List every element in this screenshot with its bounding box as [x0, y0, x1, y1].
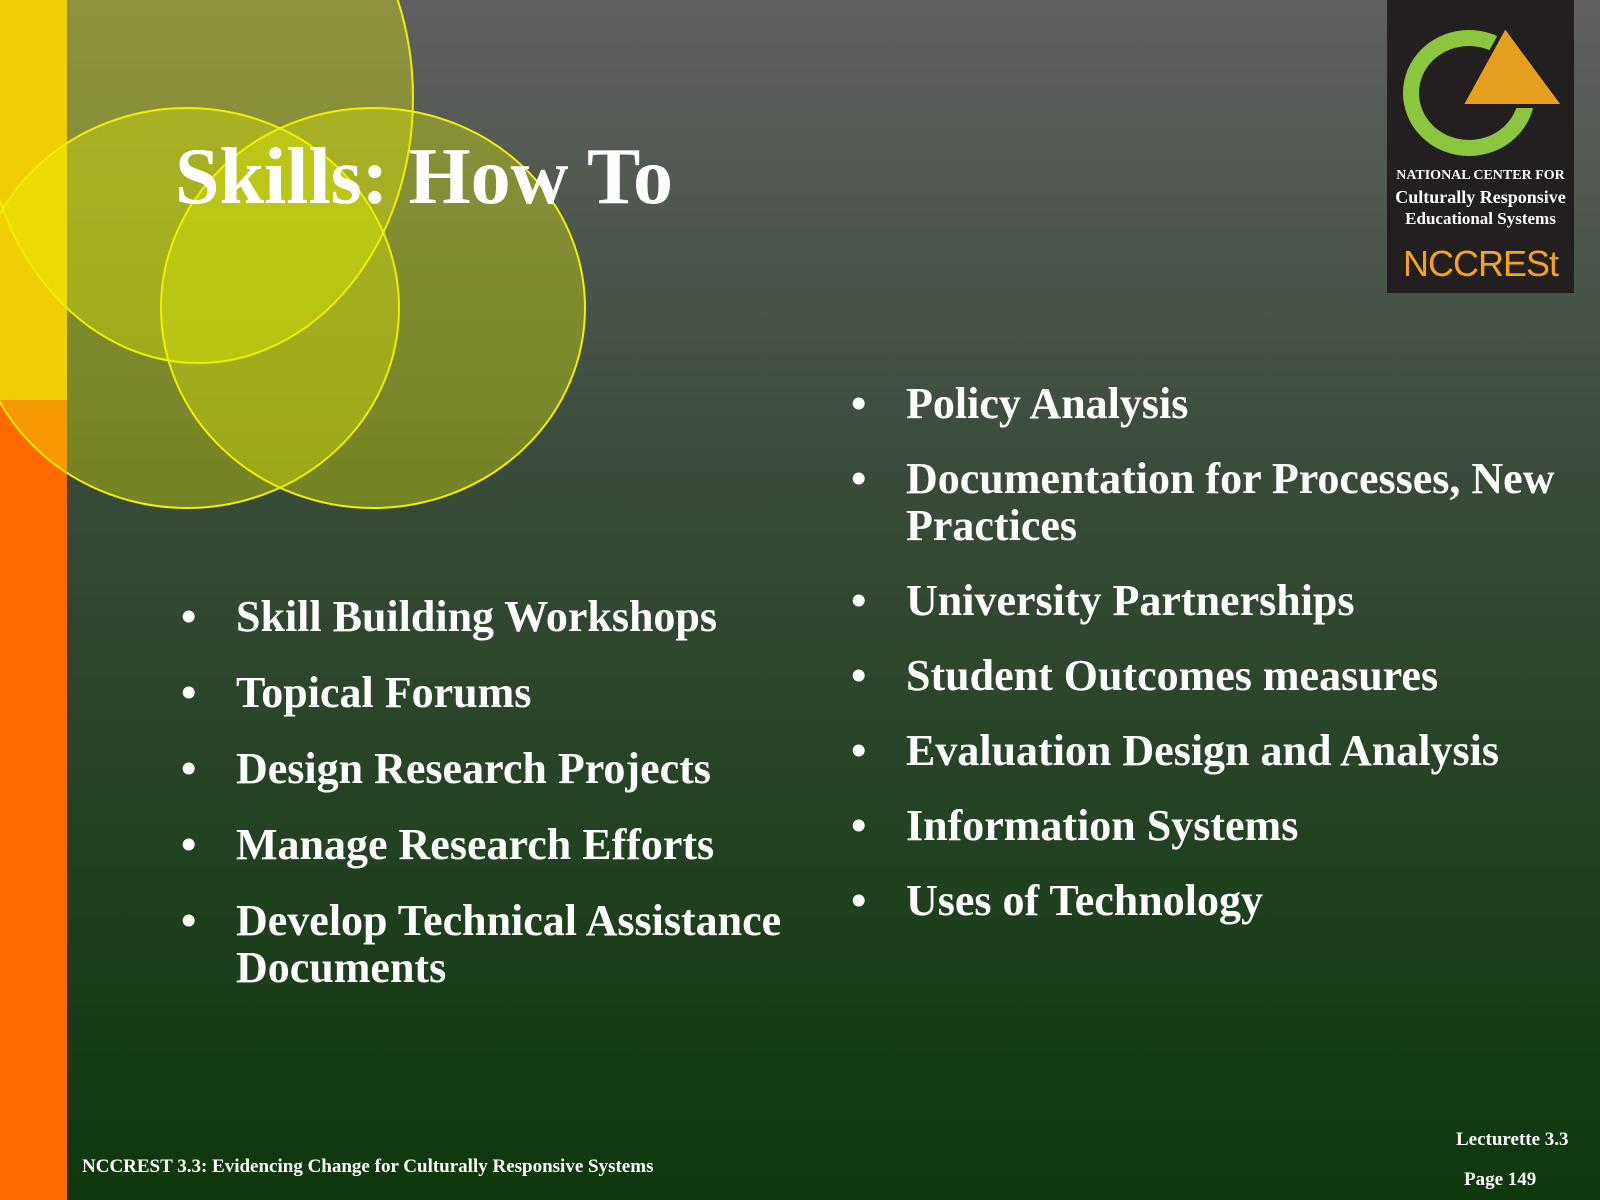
bullet-icon: • — [851, 726, 867, 775]
list-item-text: Uses of Technology — [906, 876, 1263, 925]
list-item: • Topical Forums — [181, 669, 801, 716]
list-item-text: Skill Building Workshops — [236, 592, 718, 641]
right-bullet-list: • Policy Analysis • Documentation for Proc… — [851, 380, 1571, 952]
bullet-icon: • — [851, 801, 867, 850]
logo-text-line1: NATIONAL CENTER FOR — [1396, 168, 1565, 183]
bullet-icon: • — [851, 876, 867, 925]
bullet-icon: • — [851, 454, 867, 503]
venn-circle-left — [0, 107, 400, 509]
slide-title: Skills: How To — [175, 133, 674, 221]
left-bullet-list: • Skill Building Workshops • Topical Forum… — [181, 593, 801, 1020]
logo-text-line3: Educational Systems — [1405, 209, 1556, 228]
list-item: • Student Outcomes measures — [851, 652, 1571, 699]
list-item-text: Manage Research Efforts — [236, 820, 715, 869]
list-item-text: Policy Analysis — [906, 379, 1189, 428]
bullet-icon: • — [181, 668, 197, 717]
list-item: • Manage Research Efforts — [181, 821, 801, 868]
bullet-icon: • — [851, 651, 867, 700]
lecturette-label: Lecturette 3.3 — [1456, 1129, 1569, 1150]
ring-and-triangle-logo-icon — [1403, 22, 1568, 156]
list-item-text: Documentation for Processes, New Practic… — [906, 454, 1555, 550]
list-item-text: Design Research Projects — [236, 744, 711, 793]
list-item: • Information Systems — [851, 802, 1571, 849]
nccrest-logo: NATIONAL CENTER FOR Culturally Responsiv… — [1387, 0, 1574, 293]
bullet-icon: • — [851, 576, 867, 625]
list-item-text: Develop Technical Assistance Documents — [236, 896, 782, 992]
bullet-icon: • — [181, 744, 197, 793]
left-accent-stripe-orange — [0, 400, 67, 1200]
list-item: • Documentation for Processes, New Practi… — [851, 455, 1571, 549]
page-number: Page 149 — [1464, 1169, 1537, 1190]
bullet-icon: • — [181, 592, 197, 641]
list-item: • Skill Building Workshops — [181, 593, 801, 640]
venn-circle-right — [160, 107, 586, 509]
list-item: • Design Research Projects — [181, 745, 801, 792]
list-item-text: Topical Forums — [236, 668, 532, 717]
list-item: • Evaluation Design and Analysis — [851, 727, 1571, 774]
list-item: • Uses of Technology — [851, 877, 1571, 924]
logo-text-line2: Culturally Responsive — [1395, 187, 1566, 207]
list-item-text: Evaluation Design and Analysis — [906, 726, 1499, 775]
list-item: • Policy Analysis — [851, 380, 1571, 427]
list-item-text: Student Outcomes measures — [906, 651, 1439, 700]
footer-course-title: NCCREST 3.3: Evidencing Change for Cultu… — [82, 1156, 654, 1177]
list-item-text: Information Systems — [906, 801, 1299, 850]
logo-brand-name: NCCRESt — [1402, 243, 1559, 284]
bullet-icon: • — [181, 820, 197, 869]
list-item-text: University Partnerships — [906, 576, 1355, 625]
bullet-icon: • — [181, 896, 197, 945]
venn-circle-top — [0, 0, 414, 364]
list-item: • Develop Technical Assistance Documents — [181, 897, 801, 991]
left-accent-stripe-yellow — [0, 0, 67, 400]
bullet-icon: • — [851, 379, 867, 428]
venn-circles-decoration — [0, 0, 586, 509]
list-item: • University Partnerships — [851, 577, 1571, 624]
